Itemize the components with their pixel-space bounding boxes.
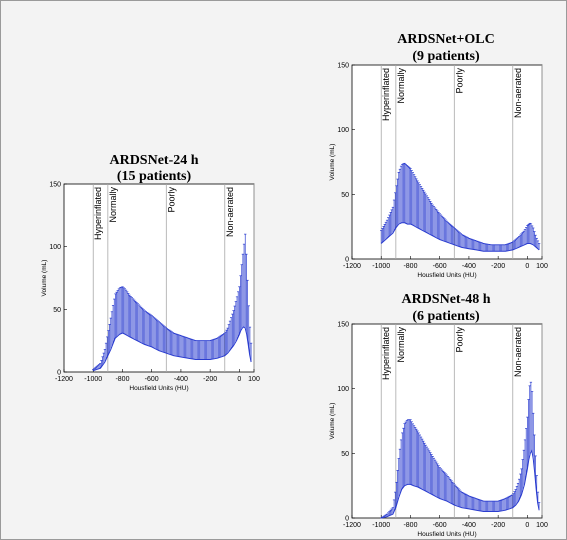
panel-48h-subtitle: (6 patients) [412,309,480,324]
panel-48h: ARDSNet-48 h (6 patients) Hyperinflated N… [329,292,548,538]
x-tick-label: -1000 [84,376,102,383]
x-tick-label: -400 [174,376,188,383]
mean-line [381,449,540,519]
x-tick-label: -800 [403,263,417,270]
x-tick-label: 100 [536,263,548,270]
panel-48h-title: ARDSNet-48 h [401,292,490,307]
mean-line [93,326,252,372]
y-tick-label: 50 [341,192,349,199]
zone-label: Normally [108,187,118,223]
y-tick-label: 150 [49,182,61,189]
panel-olc-subtitle: (9 patients) [412,49,480,64]
zone-label: Poorly [454,68,464,94]
x-tick-label: -600 [433,263,447,270]
x-tick-label: -600 [145,376,159,383]
x-tick-label: -1200 [343,263,361,270]
y-tick-label: 100 [337,127,349,134]
y-tick-label: 0 [57,370,61,377]
zone-label: Non-aerated [513,327,523,377]
x-tick-label: -1200 [55,376,73,383]
y-axis-label: Volume (mL) [329,403,336,440]
x-tick-label: -200 [203,376,217,383]
y-tick-label: 150 [337,63,349,70]
mean-line [380,222,540,252]
panel-24h: ARDSNet-24 h (15 patients) Hyperinflated… [41,153,260,392]
x-tick-label: -800 [403,522,417,529]
x-tick-label: 0 [525,522,529,529]
zone-label: Non-aerated [225,187,235,237]
panel-olc: ARDSNet+OLC (9 patients) Hyperinflated No… [329,32,548,279]
x-tick-label: -400 [462,263,476,270]
x-tick-label: -200 [491,522,505,529]
x-tick-label: 100 [536,522,548,529]
y-axis-label: Volume (mL) [329,144,336,181]
x-axis-label: Housfield Units (HU) [129,385,188,392]
panel-24h-subtitle: (15 patients) [117,169,192,184]
panel-olc-title: ARDSNet+OLC [397,32,494,47]
zone-label: Poorly [454,327,464,353]
zone-label: Hyperinflated [381,327,391,380]
x-tick-label: -1000 [372,263,390,270]
y-tick-label: 0 [345,257,349,264]
zone-label: Hyperinflated [381,68,391,121]
zone-label: Normally [396,327,406,363]
zone-label: Normally [396,68,406,104]
zone-label: Non-aerated [513,68,523,118]
x-tick-label: 0 [237,376,241,383]
x-tick-label: -800 [115,376,129,383]
x-tick-label: 0 [525,263,529,270]
x-tick-label: -1200 [343,522,361,529]
y-axis-label: Volume (mL) [41,260,48,297]
zone-label: Hyperinflated [93,187,103,240]
y-tick-label: 100 [49,244,61,251]
x-axis-label: Housfield Units (HU) [417,272,476,279]
y-tick-label: 50 [53,307,61,314]
x-tick-label: -1000 [372,522,390,529]
y-tick-label: 100 [337,386,349,393]
y-tick-label: 50 [341,451,349,458]
panel-24h-title: ARDSNet-24 h [109,153,198,168]
x-tick-label: -200 [491,263,505,270]
x-tick-label: -600 [433,522,447,529]
y-tick-label: 150 [337,322,349,329]
x-tick-label: -400 [462,522,476,529]
x-axis-label: Housfield Units (HU) [417,531,476,538]
zone-label: Poorly [166,187,176,213]
x-tick-label: 100 [248,376,260,383]
y-tick-label: 0 [345,516,349,523]
